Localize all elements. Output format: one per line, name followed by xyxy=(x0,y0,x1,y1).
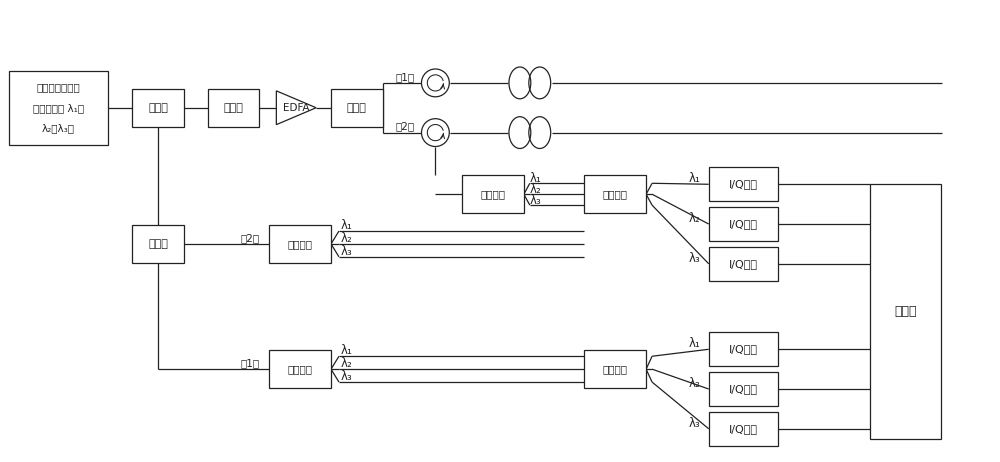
Bar xyxy=(709,207,778,241)
Text: λ₁: λ₁ xyxy=(341,219,353,232)
Bar xyxy=(462,176,524,213)
Bar xyxy=(9,71,108,145)
Bar xyxy=(709,412,778,446)
Text: 分路器: 分路器 xyxy=(148,103,168,113)
Text: I/Q解调: I/Q解调 xyxy=(729,344,758,354)
Text: EDFA: EDFA xyxy=(283,103,309,113)
Text: λ₁: λ₁ xyxy=(689,337,701,350)
Bar xyxy=(584,350,646,388)
Text: 解复用器: 解复用器 xyxy=(288,239,313,249)
Polygon shape xyxy=(276,91,316,125)
Text: λ₂: λ₂ xyxy=(341,232,353,245)
Text: I/Q解调: I/Q解调 xyxy=(729,384,758,394)
Text: I/Q解调: I/Q解调 xyxy=(729,219,758,229)
Bar xyxy=(870,184,941,439)
Text: 光器（包含 λ₁、: 光器（包含 λ₁、 xyxy=(33,103,84,113)
Bar xyxy=(709,247,778,281)
Text: 解复用器: 解复用器 xyxy=(288,364,313,374)
Bar xyxy=(132,225,184,263)
Bar xyxy=(709,332,778,366)
Text: 第2路: 第2路 xyxy=(240,233,259,243)
Text: I/Q解调: I/Q解调 xyxy=(729,259,758,269)
Text: 调制器: 调制器 xyxy=(224,103,244,113)
Text: λ₃: λ₃ xyxy=(530,194,542,207)
Text: 解复用器: 解复用器 xyxy=(603,189,628,199)
Text: λ₂: λ₂ xyxy=(689,212,701,225)
Text: I/Q解调: I/Q解调 xyxy=(729,179,758,189)
Bar xyxy=(709,167,778,201)
Bar xyxy=(269,225,331,263)
Text: 第1路: 第1路 xyxy=(396,72,415,82)
Text: λ₂、λ₃）: λ₂、λ₃） xyxy=(42,123,75,134)
Bar xyxy=(132,89,184,127)
Text: λ₃: λ₃ xyxy=(341,245,353,258)
Text: 解复用器: 解复用器 xyxy=(603,364,628,374)
Circle shape xyxy=(421,69,449,97)
Text: λ₃: λ₃ xyxy=(689,417,701,430)
Text: 上位机: 上位机 xyxy=(894,305,917,318)
Text: 多波长窄线宽激: 多波长窄线宽激 xyxy=(37,82,81,92)
Text: 解复用器: 解复用器 xyxy=(481,189,506,199)
Text: λ₂: λ₂ xyxy=(341,357,353,370)
Text: 分路器: 分路器 xyxy=(347,103,367,113)
Text: λ₁: λ₁ xyxy=(341,344,353,357)
Text: λ₂: λ₂ xyxy=(530,183,542,196)
Bar xyxy=(269,350,331,388)
Bar xyxy=(709,372,778,406)
Text: λ₂: λ₂ xyxy=(689,377,701,390)
Text: 第2路: 第2路 xyxy=(396,122,415,132)
Text: 分路器: 分路器 xyxy=(148,239,168,249)
Circle shape xyxy=(421,119,449,146)
Text: 第1路: 第1路 xyxy=(240,358,259,368)
Text: λ₁: λ₁ xyxy=(689,172,701,185)
Text: I/Q解调: I/Q解调 xyxy=(729,424,758,434)
Text: λ₁: λ₁ xyxy=(530,172,542,185)
Bar xyxy=(584,176,646,213)
Text: λ₃: λ₃ xyxy=(689,252,701,265)
Bar xyxy=(208,89,259,127)
Text: λ₃: λ₃ xyxy=(341,370,353,383)
Bar xyxy=(331,89,383,127)
